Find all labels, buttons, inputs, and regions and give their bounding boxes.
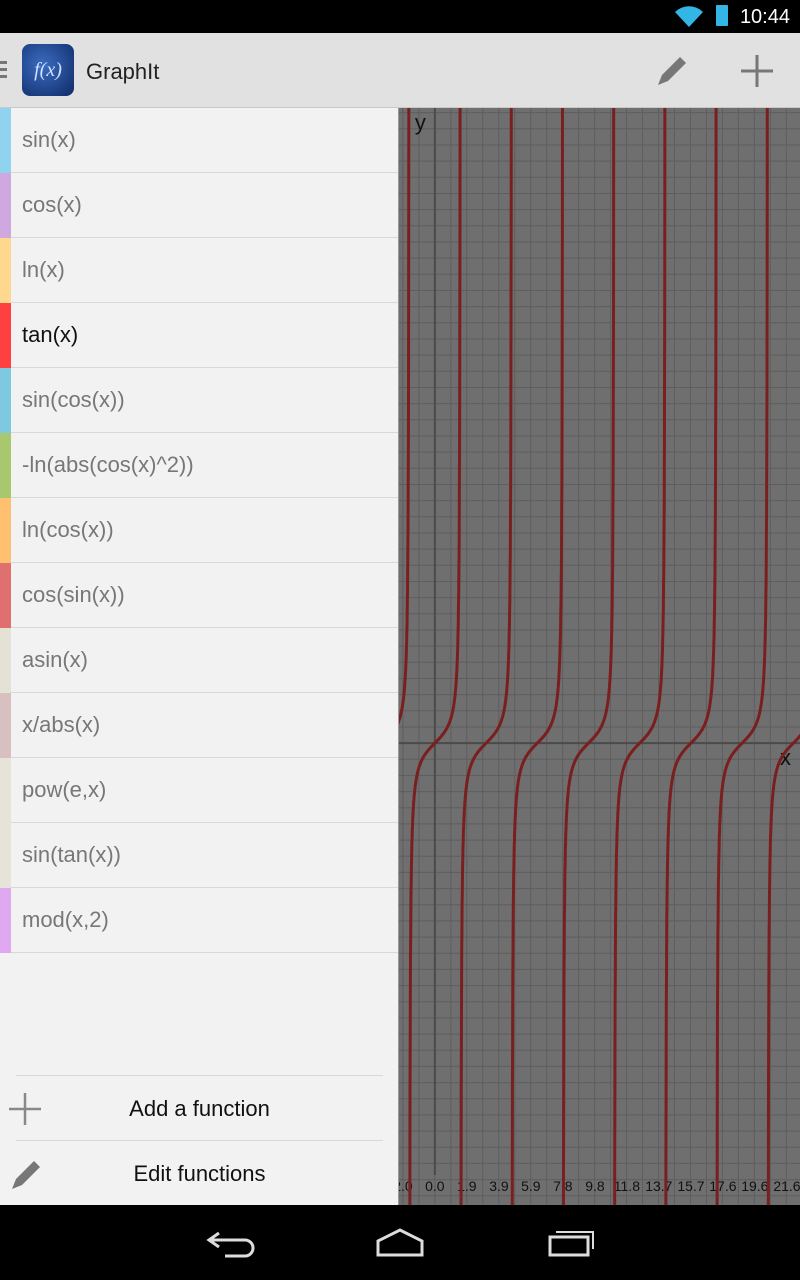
x-tick-label: 0.0 [425,1178,445,1194]
pencil-icon [658,57,686,85]
drawer-indicator-icon[interactable] [0,61,7,79]
add-button[interactable] [735,49,779,93]
function-label: ln(x) [22,257,65,282]
function-label: cos(x) [22,192,82,217]
edit-functions-label: Edit functions [133,1161,266,1186]
status-bar: 10:44 [0,0,800,33]
color-strip [0,238,11,303]
color-strip [0,303,11,368]
x-axis-label: x [780,745,791,770]
function-label: sin(cos(x)) [22,387,125,412]
x-tick-label: 15.7 [677,1178,704,1194]
function-item[interactable]: ln(cos(x)) [0,498,398,563]
tan-curve-branch [399,108,411,725]
navigation-bar [0,1205,800,1280]
function-label: -ln(abs(cos(x)^2)) [22,452,194,477]
back-icon[interactable] [205,1225,255,1259]
color-strip [0,368,11,433]
function-label: sin(x) [22,127,76,152]
home-icon[interactable] [375,1225,425,1259]
function-item[interactable]: sin(cos(x)) [0,368,398,433]
plus-icon [741,55,773,87]
action-bar: f(x) GraphIt [0,33,800,108]
x-tick-label: 17.6 [709,1178,736,1194]
recents-icon[interactable] [547,1225,597,1259]
function-item[interactable]: pow(e,x) [0,758,398,823]
color-strip [0,693,11,758]
tan-curve-branch [459,108,513,1205]
color-strip [0,758,11,823]
x-tick-label: 5.9 [521,1178,541,1194]
edit-functions-button[interactable]: Edit functions [12,1140,383,1205]
tan-curve-branch [715,108,769,1205]
battery-icon [716,5,728,26]
color-strip [0,823,11,888]
function-label: mod(x,2) [22,907,109,932]
y-axis-label: y [415,110,426,135]
function-item[interactable]: -ln(abs(cos(x)^2)) [0,433,398,498]
function-item[interactable]: mod(x,2) [0,888,398,953]
pencil-icon [12,1161,40,1189]
function-item[interactable]: cos(x) [0,173,398,238]
x-tick-label: 11.8 [614,1178,640,1194]
x-tick-label: 13.7 [645,1178,672,1194]
x-tick-label: 9.8 [585,1178,605,1194]
color-strip [0,173,11,238]
function-label: asin(x) [22,647,89,672]
x-tick-label: 21.6 [773,1178,800,1194]
tan-curve-branch [664,108,718,1205]
tan-curve-branch [408,108,462,1205]
tan-curve-branch [561,108,616,1205]
function-item[interactable]: cos(sin(x)) [0,563,398,628]
function-item[interactable]: sin(tan(x)) [0,823,398,888]
plus-icon [9,1093,41,1125]
function-item[interactable]: tan(x) [0,303,398,368]
color-strip [0,108,11,173]
function-label: pow(e,x) [22,777,107,802]
color-strip [0,563,11,628]
color-strip [0,888,11,953]
function-label: sin(tan(x)) [22,842,122,867]
function-item[interactable]: asin(x) [0,628,398,693]
wifi-icon [675,6,703,28]
x-tick-label: 3.9 [489,1178,509,1194]
function-drawer: sin(x) cos(x) ln(x) tan(x) sin(cos(x)) -ln(ab… [0,108,399,1205]
function-item[interactable]: ln(x) [0,238,398,303]
function-label: ln(cos(x)) [22,517,114,542]
tan-curve-branch [613,108,667,1205]
color-strip [0,498,11,563]
x-tick-label: 19.6 [741,1178,768,1194]
function-item[interactable]: sin(x) [0,108,398,173]
edit-button[interactable] [650,49,694,93]
tan-curve-branch [510,108,564,1205]
graph-canvas[interactable]: yx2.00.01.93.95.97.89.811.813.715.717.61… [399,108,800,1205]
clock: 10:44 [739,6,790,28]
color-strip [0,628,11,693]
function-label: x/abs(x) [22,712,101,737]
add-function-button[interactable]: Add a function [9,1075,383,1140]
tan-curve-branch [766,733,800,1205]
add-function-label: Add a function [129,1096,270,1121]
app-logo[interactable]: f(x) [22,44,74,96]
color-strip [0,433,11,498]
function-label: cos(sin(x)) [22,582,125,607]
function-item[interactable]: x/abs(x) [0,693,398,758]
app-title: GraphIt [86,59,160,84]
function-label: tan(x) [22,322,79,347]
